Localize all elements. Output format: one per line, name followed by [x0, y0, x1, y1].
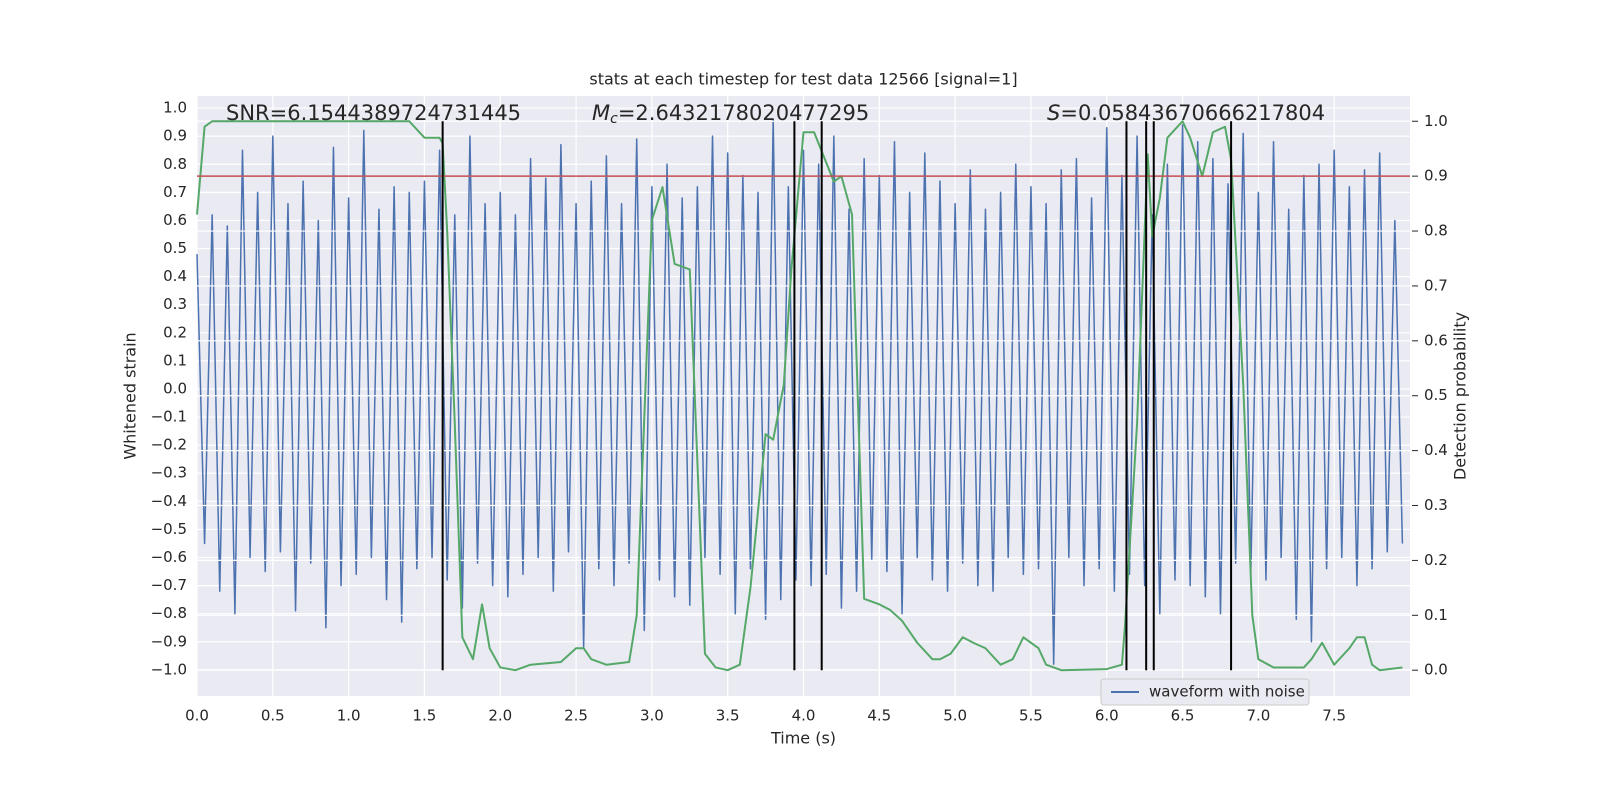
x-tick-label: 7.5 [1322, 707, 1346, 725]
y2-axis-label: Detection probability [1451, 312, 1470, 480]
y2-tick-label: 0.2 [1424, 551, 1448, 569]
legend-box [1100, 678, 1310, 706]
x-tick-label: 0.0 [185, 707, 209, 725]
y-tick-label: 0.0 [163, 379, 187, 397]
y-tick-label: −0.4 [151, 492, 187, 510]
x-tick-label: 3.0 [640, 707, 664, 725]
y-tick-label: 0.6 [163, 211, 187, 229]
x-tick-label: 6.0 [1095, 707, 1119, 725]
y2-tick-label: 0.5 [1424, 386, 1448, 404]
y-axis-label: Whitened strain [121, 332, 140, 459]
y2-tick-label: 0.6 [1424, 331, 1448, 349]
x-tick-label: 2.5 [564, 707, 588, 725]
y2-tick-label: 0.3 [1424, 496, 1448, 514]
annotation-text: SNR=6.1544389724731445 [226, 101, 521, 125]
chart-title: stats at each timestep for test data 125… [589, 70, 1017, 89]
x-tick-label: 5.0 [943, 707, 967, 725]
y-tick-label: 0.4 [163, 267, 187, 285]
x-tick-label: 6.5 [1171, 707, 1195, 725]
annotation: S=0.05843670666217804 [1047, 101, 1325, 125]
x-tick-label: 1.5 [413, 707, 437, 725]
series-line [196, 118, 1404, 666]
y-tick-label: 0.2 [163, 323, 187, 341]
annotation-symbol: S [1047, 101, 1060, 125]
y-tick-label: 0.1 [163, 351, 187, 369]
y-tick-label: −0.2 [151, 436, 187, 454]
y-tick-label: −0.3 [151, 464, 187, 482]
x-tick-label: 1.0 [337, 707, 361, 725]
y-tick-label: −0.1 [151, 408, 187, 426]
series-line [196, 120, 1403, 672]
y-tick-label: −1.0 [151, 660, 187, 678]
y2-tick-label: 0.7 [1424, 276, 1448, 294]
y-tick-label: 0.5 [163, 239, 187, 257]
annotation-text: =0.05843670666217804 [1060, 101, 1325, 125]
x-tick-label: 3.5 [716, 707, 740, 725]
x-tick-label: 4.5 [867, 707, 891, 725]
x-axis-label: Time (s) [770, 729, 836, 748]
annotation: Mc=2.6432178020477295 [592, 101, 869, 127]
y2-tick-label: 0.9 [1424, 167, 1448, 185]
annotation-subscript: c [610, 111, 618, 127]
legend-label: waveform with noise [1149, 683, 1305, 701]
annotation: SNR=6.1544389724731445 [226, 101, 521, 125]
y-tick-label: −0.7 [151, 576, 187, 594]
annotation-text: =2.6432178020477295 [618, 101, 869, 125]
y2-tick-label: 0.8 [1424, 222, 1448, 240]
x-tick-label: 0.5 [261, 707, 285, 725]
y-tick-label: 0.3 [163, 295, 187, 313]
x-tick-label: 4.0 [792, 707, 816, 725]
annotation-symbol: M [592, 101, 610, 125]
y2-tick-label: 0.0 [1424, 661, 1448, 679]
y-tick-label: −0.5 [151, 520, 187, 538]
y2-tick-label: 0.1 [1424, 606, 1448, 624]
x-tick-label: 2.0 [488, 707, 512, 725]
y2-tick-label: 0.4 [1424, 441, 1448, 459]
y2-tick-label: 1.0 [1424, 112, 1448, 130]
y-tick-label: 0.9 [163, 127, 187, 145]
y-tick-label: −0.9 [151, 632, 187, 650]
x-tick-label: 5.5 [1019, 707, 1043, 725]
x-tick-label: 7.0 [1246, 707, 1270, 725]
y-tick-label: 0.7 [163, 183, 187, 201]
y-tick-label: 0.8 [163, 155, 187, 173]
y-tick-label: 1.0 [163, 99, 187, 117]
y-tick-label: −0.8 [151, 604, 187, 622]
y-tick-label: −0.6 [151, 548, 187, 566]
